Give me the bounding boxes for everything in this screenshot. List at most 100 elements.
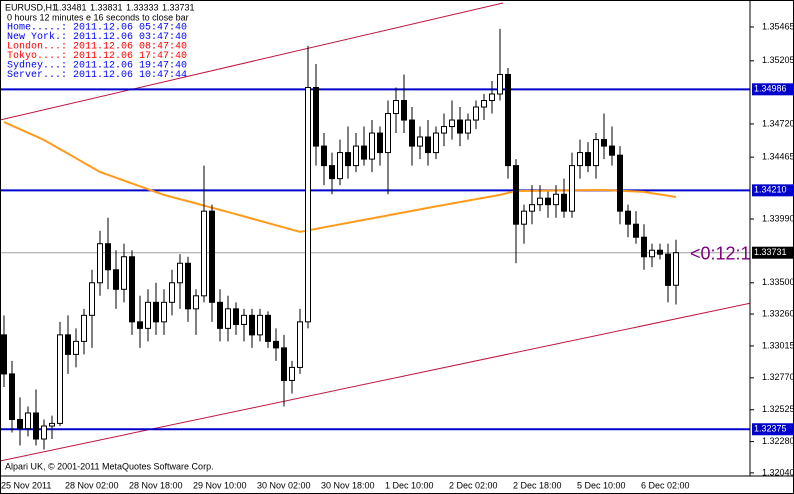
y-tick-label: 1.35465 <box>762 21 794 31</box>
candle-body <box>633 223 639 238</box>
x-tick-label: 29 Nov 10:00 <box>193 480 247 490</box>
clock-label: Sydney...: <box>7 60 67 72</box>
y-tick-label: 1.34465 <box>762 152 794 162</box>
candle-body <box>177 262 183 284</box>
candle-body <box>289 366 295 381</box>
x-tick-label: 28 Nov 18:00 <box>129 480 183 490</box>
plot-area: <0:12:1 <box>0 2 750 462</box>
clock-time: 2011.12.06 17:47:40 <box>73 51 187 62</box>
candle-body <box>337 152 343 180</box>
level-tag-label: 1.32375 <box>754 424 787 434</box>
candle-body <box>161 301 167 323</box>
candle-body <box>105 243 111 271</box>
level-tag-label: 1.34210 <box>754 185 787 195</box>
candle-body <box>673 252 679 286</box>
candle-body <box>665 253 671 286</box>
y-tick-label: 1.32525 <box>762 404 794 414</box>
x-tick-label: 2 Dec 18:00 <box>513 480 562 490</box>
y-tick-label: 1.32770 <box>762 372 794 382</box>
clock-time: 2011.12.06 19:47:40 <box>73 61 187 72</box>
symbol: EURUSD,H1 <box>5 2 57 12</box>
candle-body <box>545 197 551 206</box>
candle-body <box>377 132 383 154</box>
candle-body <box>81 314 87 342</box>
candle-body <box>345 152 351 167</box>
candle-body <box>561 193 567 212</box>
y-tick-label: 1.35205 <box>762 55 794 65</box>
clock-label: New York.: <box>7 31 67 43</box>
level-tag-label: 1.34986 <box>754 84 787 94</box>
y-tick-label: 1.33015 <box>762 340 794 350</box>
candle-body <box>433 132 439 154</box>
candle-body <box>193 295 199 310</box>
candle-body <box>97 243 103 284</box>
candle-body <box>409 119 415 147</box>
candle-body <box>505 73 511 167</box>
candle-body <box>297 321 303 368</box>
candle-body <box>49 422 55 427</box>
candle-body <box>185 262 191 310</box>
x-tick-label: 30 Nov 02:00 <box>257 480 311 490</box>
candle-body <box>313 86 319 147</box>
candle-body <box>593 139 599 167</box>
candle-body <box>641 236 647 258</box>
candle-body <box>305 86 311 323</box>
candle-body <box>473 106 479 121</box>
candle-body <box>33 412 39 440</box>
footer: Alpari UK, © 2001-2011 MetaQuotes Softwa… <box>5 461 214 471</box>
candle-body <box>497 73 503 95</box>
candle-body <box>57 334 63 424</box>
y-tick-label: 1.33500 <box>762 277 794 287</box>
candle-body <box>489 93 495 102</box>
header-close: 1.33731 <box>162 2 195 12</box>
candle-body <box>481 100 487 108</box>
y-tick-label: 1.33260 <box>762 308 794 318</box>
header-high: 1.33831 <box>90 2 123 12</box>
candle-body <box>25 412 31 430</box>
candle-body <box>129 256 135 323</box>
candle-body <box>209 210 215 303</box>
clock-label: London...: <box>7 41 67 53</box>
candle-body <box>249 314 255 336</box>
candle-body <box>321 145 327 167</box>
x-tick-label: 30 Nov 18:00 <box>321 480 375 490</box>
candle-body <box>425 136 431 154</box>
candle-body <box>153 301 159 323</box>
x-tick-label: 28 Nov 02:00 <box>65 480 119 490</box>
candle-body <box>41 425 47 440</box>
level-tag <box>752 83 794 96</box>
clock-label: Home.....: <box>7 23 67 34</box>
level-tag <box>752 184 794 197</box>
overlay: EURUSD,H1 1.33481 1.33831 1.33333 1.3373… <box>5 2 214 471</box>
candle-body <box>457 119 463 134</box>
candle-body <box>9 373 15 420</box>
candle-body <box>401 100 407 121</box>
candle-body <box>233 308 239 325</box>
candle-body <box>17 418 23 430</box>
candle-body <box>385 113 391 154</box>
candle-body <box>393 100 399 115</box>
candle-body <box>585 152 591 167</box>
candle-body <box>657 249 663 255</box>
candle-body <box>1 334 7 375</box>
candle-body <box>121 256 127 290</box>
candle-body <box>465 119 471 134</box>
candle-body <box>281 347 287 381</box>
candle-body <box>113 269 119 290</box>
candle-body <box>201 210 207 297</box>
candle-body <box>529 204 535 212</box>
candle-body <box>449 119 455 128</box>
candle-body <box>65 334 71 355</box>
candle-body <box>553 193 559 206</box>
y-tick-label: 1.34720 <box>762 118 794 128</box>
candle-body <box>601 139 607 147</box>
candle-body <box>617 154 623 212</box>
x-tick-label: 1 Dec 10:00 <box>385 480 434 490</box>
clock-label: Server...: <box>7 70 67 81</box>
header-open: 1.33481 <box>54 2 87 12</box>
clock-time: 2011.12.06 03:47:40 <box>73 32 187 43</box>
candle-body <box>329 165 335 180</box>
candle-body <box>257 314 263 336</box>
x-tick-label: 5 Dec 10:00 <box>577 480 626 490</box>
candle-body <box>441 126 447 134</box>
